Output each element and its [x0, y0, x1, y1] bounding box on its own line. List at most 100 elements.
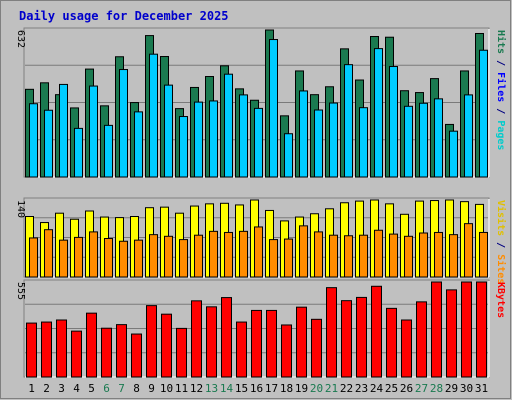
- x-tick-label: 6: [103, 382, 110, 395]
- x-tick-label: 18: [280, 382, 293, 395]
- bar-sites: [254, 226, 263, 278]
- legend-word: Hits: [495, 30, 507, 54]
- x-tick-label: 3: [58, 382, 65, 395]
- bar-kbytes: [431, 281, 442, 378]
- bar-kbytes: [401, 319, 412, 378]
- bar-kbytes: [266, 309, 277, 378]
- panel-legend: Hits / Files / Pages: [495, 30, 507, 150]
- x-tick-label: 4: [73, 382, 80, 395]
- bar-kbytes: [296, 306, 307, 378]
- bar-files: [149, 53, 158, 178]
- legend-word: Sites: [495, 254, 507, 284]
- bar-kbytes: [146, 305, 157, 378]
- x-tick-label: 20: [310, 382, 323, 395]
- bar-sites: [179, 239, 188, 278]
- x-tick-label: 24: [370, 382, 384, 395]
- bar-kbytes: [56, 319, 67, 378]
- legend-word: /: [495, 102, 506, 120]
- bar-kbytes: [386, 307, 397, 378]
- bar-sites: [224, 231, 233, 278]
- bar-kbytes: [26, 322, 37, 378]
- bar-files: [104, 124, 113, 178]
- bar-files: [374, 48, 383, 178]
- bar-kbytes: [476, 281, 487, 378]
- bar-kbytes: [86, 312, 97, 378]
- x-tick-label: 31: [475, 382, 488, 395]
- bar-sites: [434, 231, 443, 278]
- bar-files: [479, 49, 488, 178]
- bar-sites: [344, 235, 353, 278]
- bar-sites: [164, 235, 173, 278]
- bar-files: [239, 94, 248, 178]
- x-tick-label: 11: [175, 382, 188, 395]
- bar-sites: [464, 223, 473, 278]
- bar-kbytes: [71, 330, 82, 378]
- legend-word: KBytes: [495, 282, 506, 318]
- bar-kbytes: [326, 287, 337, 378]
- bar-sites: [44, 229, 53, 278]
- bar-kbytes: [446, 289, 457, 378]
- bar-kbytes: [41, 321, 52, 378]
- bar-kbytes: [371, 285, 382, 378]
- bar-files: [359, 107, 368, 178]
- x-tick-label: 1: [28, 382, 35, 395]
- bar-kbytes: [416, 301, 427, 378]
- bar-files: [434, 98, 443, 178]
- bar-sites: [134, 239, 143, 278]
- bar-kbytes: [341, 300, 352, 378]
- bar-sites: [149, 234, 158, 278]
- bar-sites: [194, 234, 203, 278]
- x-tick-label: 23: [355, 382, 368, 395]
- x-tick-label: 7: [118, 382, 125, 395]
- bar-sites: [479, 231, 488, 278]
- bar-kbytes: [311, 318, 322, 378]
- x-tick-label: 17: [265, 382, 278, 395]
- x-tick-label: 26: [400, 382, 413, 395]
- x-tick-label: 5: [88, 382, 95, 395]
- panel-legend: Visits / Sites: [495, 200, 507, 284]
- legend-word: Files: [495, 72, 507, 102]
- x-tick-label: 16: [250, 382, 263, 395]
- panel-ymax-label: 632: [15, 30, 26, 48]
- bar-kbytes: [131, 333, 142, 378]
- bar-kbytes: [191, 300, 202, 378]
- x-tick-label: 22: [340, 382, 353, 395]
- panel-ymax-label: 555: [15, 282, 26, 300]
- bar-files: [329, 102, 338, 178]
- bar-sites: [89, 231, 98, 278]
- bar-sites: [119, 240, 128, 278]
- bar-sites: [239, 230, 248, 278]
- bar-sites: [29, 237, 38, 278]
- panel-legend: KBytes: [495, 282, 506, 318]
- bar-sites: [359, 234, 368, 278]
- bar-files: [59, 83, 68, 178]
- bar-files: [344, 64, 353, 178]
- bar-files: [314, 109, 323, 178]
- bar-files: [464, 94, 473, 178]
- bar-files: [74, 127, 83, 178]
- x-tick-label: 28: [430, 382, 443, 395]
- bar-kbytes: [356, 296, 367, 378]
- bar-sites: [299, 225, 308, 278]
- bar-kbytes: [116, 324, 127, 378]
- bar-files: [179, 116, 188, 178]
- panel-kbytes: 555 KBytes: [15, 279, 506, 378]
- bar-sites: [389, 233, 398, 278]
- legend-word: /: [495, 236, 506, 254]
- bar-sites: [269, 239, 278, 278]
- x-tick-label: 9: [148, 382, 155, 395]
- x-tick-label: 10: [160, 382, 173, 395]
- x-tick-label: 12: [190, 382, 203, 395]
- bar-sites: [449, 234, 458, 278]
- bar-sites: [209, 230, 218, 278]
- bar-files: [254, 107, 263, 178]
- bar-files: [299, 90, 308, 178]
- x-tick-label: 15: [235, 382, 248, 395]
- bar-sites: [284, 238, 293, 278]
- bar-files: [164, 84, 173, 178]
- legend-word: Pages: [495, 120, 506, 150]
- bar-files: [224, 73, 233, 178]
- x-tick-label: 29: [445, 382, 458, 395]
- bar-sites: [74, 236, 83, 278]
- bar-sites: [314, 231, 323, 278]
